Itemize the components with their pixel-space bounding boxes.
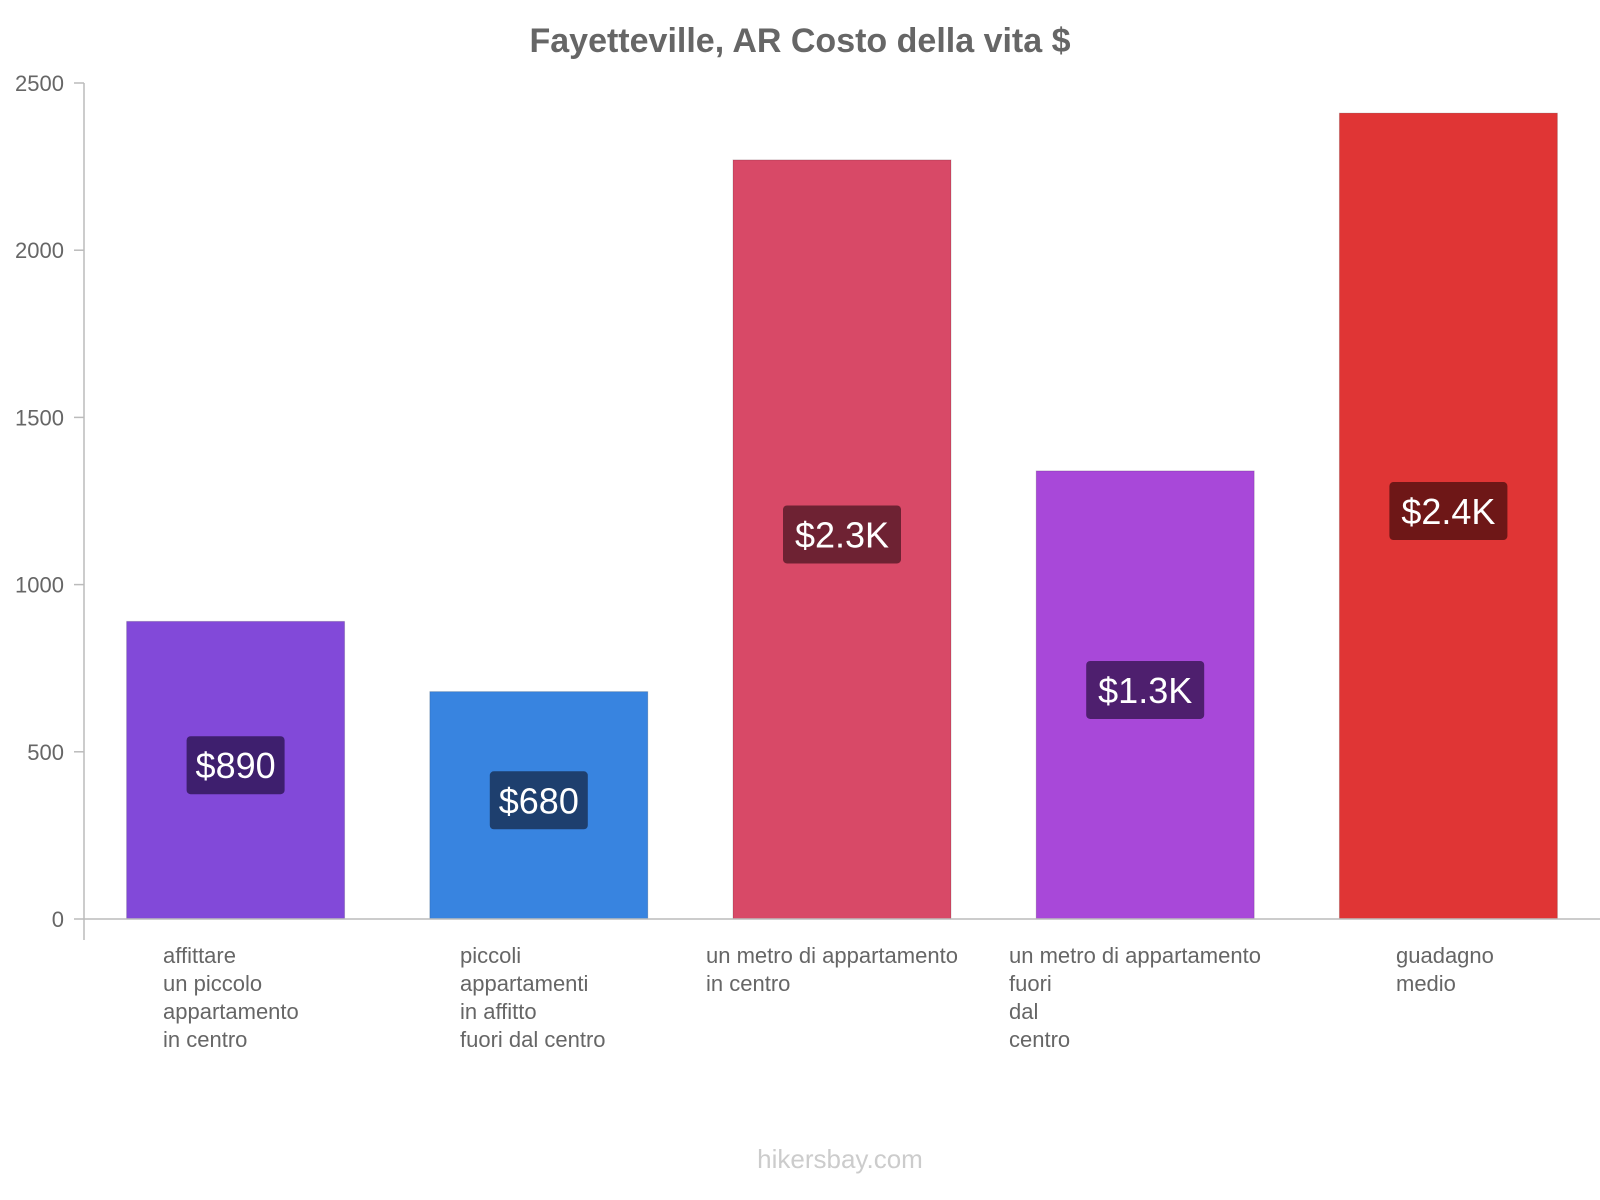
x-axis-labels: affittare un piccolo appartamento in centro… — [163, 943, 1494, 1052]
watermark: hikersbay.com — [757, 1144, 923, 1174]
x-tick-label: un metro di appartamento — [1009, 943, 1261, 968]
x-tick-label: fuori dal centro — [460, 1027, 606, 1052]
y-tick-label: 0 — [52, 907, 64, 932]
x-tick-label: un piccolo — [163, 971, 262, 996]
x-tick-label: piccoli — [460, 943, 521, 968]
data-label: $2.3K — [795, 514, 889, 555]
y-tick-label: 2000 — [15, 238, 64, 263]
data-label: $680 — [499, 780, 579, 821]
data-label: $890 — [196, 745, 276, 786]
data-label-box — [1389, 482, 1508, 541]
x-tick-label: appartamenti — [460, 971, 588, 996]
x-tick-label: medio — [1396, 971, 1456, 996]
bars-group: $890 $680 $2.3K $1.3K $2.4K — [126, 112, 1558, 920]
y-tick-label: 500 — [27, 740, 64, 765]
y-tick-label: 2500 — [15, 71, 64, 96]
data-label-box — [1086, 660, 1205, 719]
x-tick-label: dal — [1009, 999, 1038, 1024]
data-label: $1.3K — [1098, 670, 1192, 711]
x-tick-label: un metro di appartamento — [706, 943, 958, 968]
x-tick-label: in affitto — [460, 999, 537, 1024]
data-label-box — [783, 505, 901, 564]
x-tick-label: in centro — [163, 1027, 247, 1052]
x-tick-label: guadagno — [1396, 943, 1494, 968]
y-axis: 0 500 1000 1500 2000 2500 — [15, 71, 84, 932]
data-label-box — [489, 771, 588, 830]
y-tick-label: 1500 — [15, 405, 64, 430]
y-tick-label: 1000 — [15, 573, 64, 598]
data-label-box — [186, 736, 285, 795]
x-tick-label: centro — [1009, 1027, 1070, 1052]
x-tick-label: in centro — [706, 971, 790, 996]
x-tick-label: fuori — [1009, 971, 1052, 996]
x-tick-label: affittare — [163, 943, 236, 968]
data-label: $2.4K — [1401, 491, 1495, 532]
chart-title: Fayetteville, AR Costo della vita $ — [529, 22, 1070, 60]
x-tick-label: appartamento — [163, 999, 299, 1024]
